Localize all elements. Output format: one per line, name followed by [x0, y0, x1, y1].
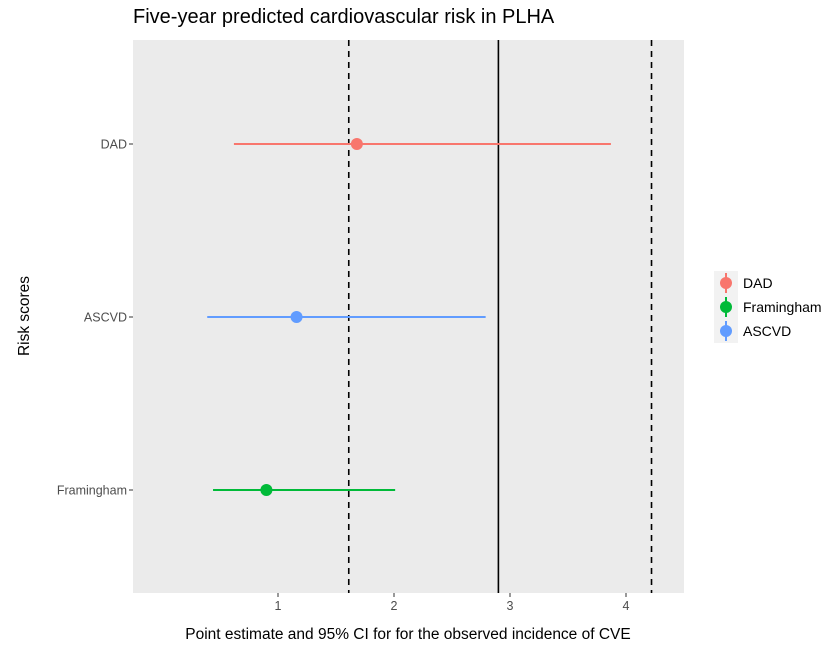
chart-title: Five-year predicted cardiovascular risk …: [133, 6, 555, 28]
y-tick-label: DAD: [101, 138, 127, 152]
y-tick-label: Framingham: [57, 484, 127, 498]
point-estimate-ascvd: [290, 311, 303, 323]
legend-key-point: [720, 277, 732, 289]
legend-label: ASCVD: [743, 323, 791, 339]
x-tick-label: 1: [275, 599, 282, 613]
legend: DAD Framingham ASCVD: [714, 271, 822, 343]
x-tick-label: 4: [623, 599, 630, 613]
y-axis-label: Risk scores: [16, 276, 33, 356]
legend-key-point: [720, 301, 732, 313]
point-estimate-dad: [350, 138, 363, 150]
legend-key-point: [720, 325, 732, 337]
x-tick-label: 3: [507, 599, 514, 613]
y-tick-label: ASCVD: [84, 311, 127, 325]
point-estimate-framingham: [260, 484, 273, 496]
x-tick-label: 2: [391, 599, 398, 613]
x-axis-label: Point estimate and 95% CI for for the ob…: [185, 626, 630, 643]
legend-label: Framingham: [743, 299, 822, 315]
legend-label: DAD: [743, 275, 773, 291]
